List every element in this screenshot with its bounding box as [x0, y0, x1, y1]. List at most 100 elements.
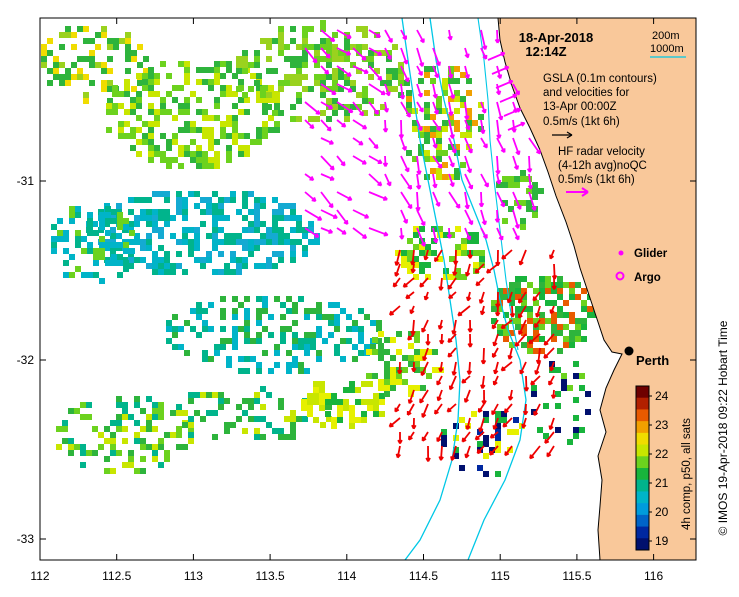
- sst-cell: [146, 426, 152, 432]
- sst-cell: [152, 257, 158, 263]
- sst-cell: [124, 79, 130, 85]
- sst-cell: [296, 62, 302, 68]
- sst-cell: [286, 308, 292, 314]
- credit-text: © IMOS 19-Apr-2018 09:22 Hobart Time: [716, 320, 730, 535]
- sst-cell: [308, 239, 314, 245]
- sst-cell: [539, 336, 545, 342]
- sst-cell: [134, 432, 140, 438]
- sst-cell: [226, 338, 232, 344]
- sst-cell: [455, 244, 461, 250]
- sst-cell: [129, 248, 135, 254]
- colorbar-tick-label: 21: [655, 476, 669, 490]
- sst-cell: [316, 350, 322, 356]
- sst-cell: [83, 56, 89, 62]
- sst-cell: [146, 245, 152, 251]
- sst-cell: [557, 348, 563, 354]
- sst-cell: [148, 157, 154, 163]
- sst-cell: [172, 97, 178, 103]
- sst-cell: [352, 320, 358, 326]
- sst-cell: [316, 308, 322, 314]
- sst-cell: [125, 68, 131, 74]
- sst-cell: [176, 209, 182, 215]
- sst-cell: [515, 282, 521, 288]
- sst-cell: [236, 233, 242, 239]
- sst-cell: [242, 215, 248, 221]
- sst-cell: [105, 212, 111, 218]
- sst-cell: [59, 74, 65, 80]
- sst-cell: [563, 342, 569, 348]
- x-tick-label: 112.5: [102, 569, 131, 583]
- sst-cell: [304, 338, 310, 344]
- sst-cell: [190, 326, 196, 332]
- sst-cell: [242, 92, 248, 98]
- sst-cell: [214, 97, 220, 103]
- sst-cell: [557, 294, 563, 300]
- sst-cell: [436, 174, 442, 180]
- sst-cell: [406, 150, 412, 156]
- sst-cell: [424, 108, 430, 114]
- sst-cell: [220, 326, 226, 332]
- sst-cell: [361, 381, 367, 387]
- sst-cell: [230, 197, 236, 203]
- sst-cell: [104, 426, 110, 432]
- sst-cell: [154, 109, 160, 115]
- sst-cell: [202, 115, 208, 121]
- sst-cell: [184, 121, 190, 127]
- sst-cell: [142, 139, 148, 145]
- sst-cell: [99, 278, 105, 284]
- sst-cell: [119, 38, 125, 44]
- sst-cell: [137, 44, 143, 50]
- sst-cell: [220, 73, 226, 79]
- sst-cell: [278, 110, 284, 116]
- sst-cell: [268, 368, 274, 374]
- sst-cell: [99, 242, 105, 248]
- sst-cell: [325, 411, 331, 417]
- sst-cell: [331, 393, 337, 399]
- sst-cell: [384, 385, 390, 391]
- sst-cell: [514, 176, 520, 182]
- sst-cell: [331, 423, 337, 429]
- sst-cell: [236, 86, 242, 92]
- sst-cell: [51, 248, 57, 254]
- sst-cell: [256, 368, 262, 374]
- sst-cell: [373, 399, 379, 405]
- sst-cell: [569, 336, 575, 342]
- sst-cell: [107, 44, 113, 50]
- sst-cell: [166, 91, 172, 97]
- sst-cell: [278, 398, 284, 404]
- sst-cell: [99, 224, 105, 230]
- sst-cell: [256, 73, 262, 79]
- sst-cell: [301, 399, 307, 405]
- sst-cell: [532, 182, 538, 188]
- sst-cell: [59, 44, 65, 50]
- sst-cell: [83, 92, 89, 98]
- colorbar-segment: [636, 386, 649, 398]
- sst-cell: [206, 251, 212, 257]
- sst-cell: [266, 227, 272, 233]
- sst-cell: [396, 331, 402, 337]
- sst-cell: [164, 251, 170, 257]
- sst-cell: [266, 239, 272, 245]
- sst-cell: [278, 44, 284, 50]
- sst-cell: [460, 96, 466, 102]
- sst-cell: [254, 56, 260, 62]
- sst-cell: [290, 56, 296, 62]
- sst-cell: [575, 324, 581, 330]
- sst-cell: [166, 326, 172, 332]
- sst-cell: [152, 215, 158, 221]
- sst-cell: [390, 367, 396, 373]
- sst-cell: [473, 232, 479, 238]
- sst-cell: [520, 218, 526, 224]
- sst-cell: [414, 349, 420, 355]
- sst-cell: [164, 263, 170, 269]
- sst-cell: [368, 74, 374, 80]
- sst-cell: [206, 209, 212, 215]
- sst-cell: [53, 56, 59, 62]
- sst-cell: [520, 200, 526, 206]
- sst-cell: [262, 308, 268, 314]
- sst-cell: [278, 215, 284, 221]
- sst-cell: [248, 191, 254, 197]
- sst-cell: [442, 84, 448, 90]
- sst-cell: [262, 350, 268, 356]
- sst-cell: [146, 209, 152, 215]
